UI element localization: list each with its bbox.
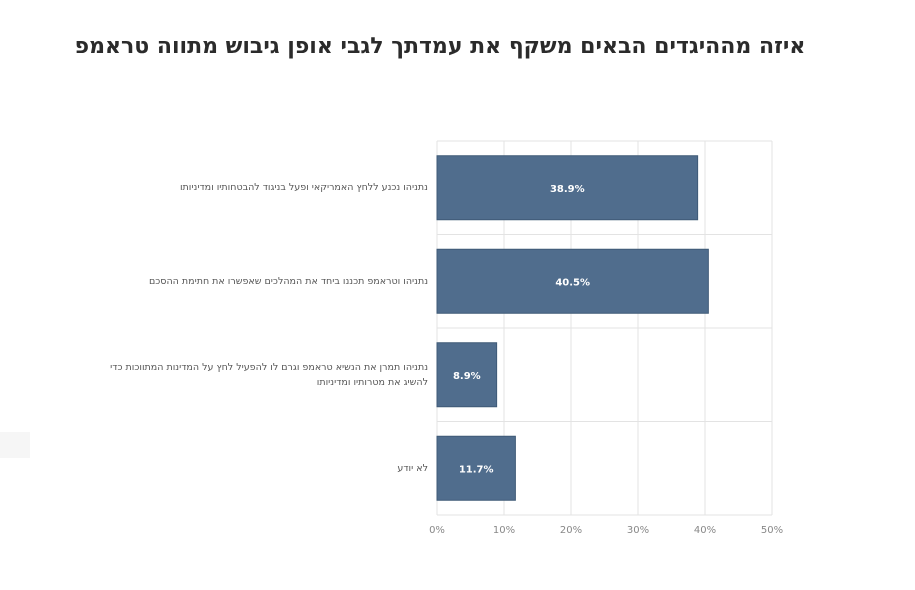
bar[interactable]	[436, 342, 498, 408]
data-label: 40.5%	[555, 277, 590, 288]
edge-decoration	[0, 432, 30, 458]
x-tick-label: 0%	[429, 525, 445, 536]
data-label: 11.7%	[459, 464, 494, 475]
bar[interactable]	[436, 155, 699, 221]
chart-title: איזה מההיגדים הבאים משקף את עמדתך לגבי א…	[74, 34, 806, 59]
data-label: 38.9%	[550, 184, 585, 195]
category-label: נתניהו וטראמפ תכננו ביחד את המהלכים שאפש…	[148, 275, 428, 287]
bar[interactable]	[436, 435, 516, 501]
category-label: נתניהו תמרן את הנשיא טראמפ וגרם לו להפעי…	[110, 361, 428, 388]
x-tick-label: 20%	[560, 525, 582, 536]
bar-layer: 38.9% 40.5% 8.9% 11.7%	[436, 155, 709, 501]
data-label: 8.9%	[453, 371, 481, 382]
category-label: לא יודע	[397, 462, 428, 474]
grid-layer	[436, 140, 773, 516]
x-tick-label: 50%	[761, 525, 783, 536]
category-label: נתניהו נכנע ללחץ האמריקאי ופעל בניגוד לה…	[179, 182, 428, 194]
x-tick-label: 40%	[694, 525, 716, 536]
bar[interactable]	[436, 248, 709, 314]
x-tick-label: 30%	[627, 525, 649, 536]
x-tick-label: 10%	[493, 525, 515, 536]
x-axis: 0% 10% 20% 30% 40% 50%	[429, 525, 783, 536]
